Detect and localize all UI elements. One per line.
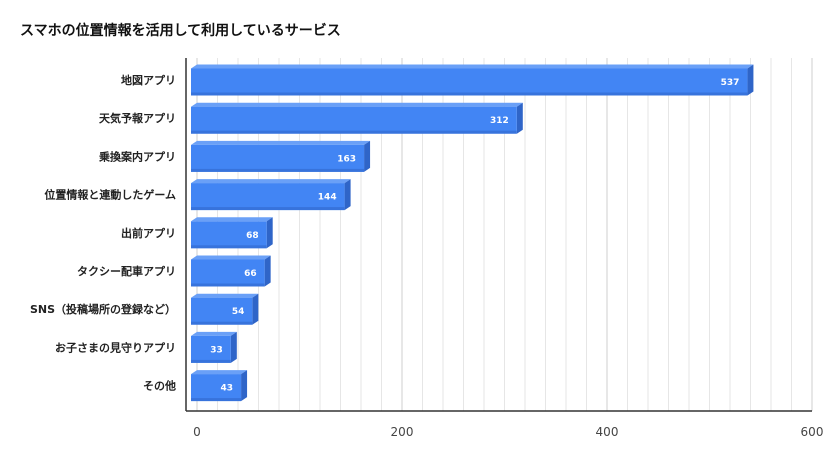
bar-top-face	[191, 102, 523, 107]
category-label: その他	[143, 379, 176, 393]
category-label: タクシー配車アプリ	[77, 264, 176, 278]
x-tick-label: 400	[596, 425, 619, 439]
bar-top-face	[191, 370, 248, 375]
category-label: 出前アプリ	[121, 226, 176, 240]
bar-side-face	[364, 140, 371, 172]
bar-bottom-shade	[191, 130, 517, 134]
bar-bottom-shade	[191, 321, 253, 325]
bars	[191, 64, 754, 402]
bar-top-face	[191, 64, 754, 69]
chart-title: スマホの位置情報を活用して利用しているサービス	[20, 23, 341, 39]
bar-side-face	[241, 370, 248, 402]
x-tick-label: 200	[391, 425, 414, 439]
category-label: 乗換案内アプリ	[99, 149, 176, 163]
bar-bottom-shade	[191, 245, 267, 249]
data-label: 66	[244, 269, 257, 279]
bar-side-face	[266, 217, 273, 249]
bar-bottom-shade	[191, 168, 365, 172]
bar-side-face	[516, 102, 523, 134]
bar-bottom-shade	[191, 398, 242, 402]
category-label: 位置情報と連動したゲーム	[44, 188, 176, 202]
bar-side-face	[747, 64, 754, 96]
data-label: 68	[246, 231, 259, 241]
bar	[191, 183, 345, 211]
bar	[191, 259, 265, 287]
data-label: 33	[210, 345, 223, 355]
bar-top-face	[191, 140, 371, 145]
bar-bottom-shade	[191, 92, 748, 96]
data-label: 163	[337, 154, 356, 164]
axes	[185, 58, 812, 412]
x-tick-label: 0	[193, 425, 201, 439]
category-label: 天気予報アプリ	[99, 111, 176, 125]
bar	[191, 144, 365, 172]
category-label: SNS（投稿場所の登録など）	[30, 302, 176, 316]
bar-top-face	[191, 179, 351, 184]
data-label: 312	[490, 116, 509, 126]
bar-top-face	[191, 331, 237, 336]
labels: 0 200 400 600 地図アプリ 537 天気予報アプリ 312 乗換案内アプリ 163 位置…	[30, 73, 824, 439]
bar	[191, 221, 267, 249]
bar	[191, 106, 517, 134]
data-label: 43	[221, 384, 234, 394]
bar-bottom-shade	[191, 359, 231, 363]
bar-bottom-shade	[191, 283, 265, 287]
bar	[191, 335, 231, 363]
bar-side-face	[264, 255, 271, 287]
bar-side-face	[230, 331, 237, 363]
category-label: 地図アプリ	[121, 73, 176, 87]
category-label: お子さまの見守りアプリ	[55, 340, 176, 354]
data-label: 144	[318, 193, 337, 203]
bar	[191, 68, 748, 96]
bar-top-face	[191, 217, 273, 222]
bar	[191, 374, 242, 402]
bar-bottom-shade	[191, 207, 345, 211]
bar-side-face	[344, 179, 351, 211]
bar-top-face	[191, 255, 271, 260]
data-label: 54	[232, 307, 245, 317]
bar	[191, 297, 253, 325]
bar-top-face	[191, 293, 259, 298]
x-tick-label: 600	[801, 425, 824, 439]
data-label: 537	[721, 78, 740, 88]
bar-side-face	[252, 293, 259, 325]
